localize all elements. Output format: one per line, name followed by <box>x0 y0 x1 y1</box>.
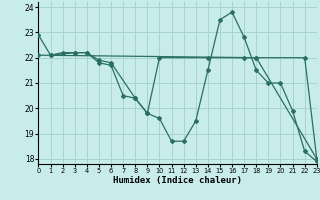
X-axis label: Humidex (Indice chaleur): Humidex (Indice chaleur) <box>113 176 242 185</box>
